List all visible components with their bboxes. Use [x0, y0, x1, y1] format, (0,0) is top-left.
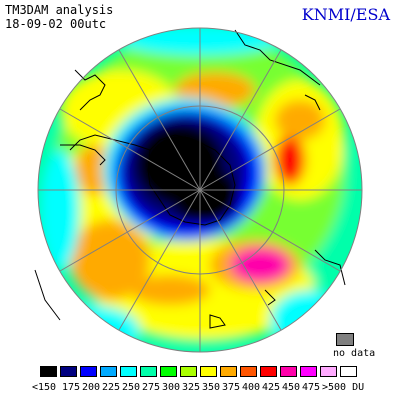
analysis-date: 18-09-02 00utc [5, 17, 107, 31]
legend-swatch [260, 366, 277, 377]
legend-tick: 325 [182, 382, 201, 393]
legend-swatch [160, 366, 177, 377]
legend-swatch [280, 366, 297, 377]
legend-tick: <150 [32, 382, 57, 393]
legend-swatch [120, 366, 137, 377]
legend-swatch [100, 366, 117, 377]
title-block: TM3DAM analysis 18-09-02 00utc [5, 3, 113, 31]
legend-swatch [220, 366, 237, 377]
nodata-label: no data [333, 348, 376, 359]
legend-swatch [240, 366, 257, 377]
legend-tick: 300 [162, 382, 181, 393]
legend-tick: 450 [282, 382, 301, 393]
nodata-swatch [336, 333, 354, 346]
graticule [37, 27, 363, 353]
legend-tick: 350 [202, 382, 221, 393]
legend-swatch [300, 366, 317, 377]
legend-swatch [320, 366, 337, 377]
legend-swatch [80, 366, 97, 377]
legend-swatch [200, 366, 217, 377]
legend-tick: 375 [222, 382, 241, 393]
brand-label: KNMI/ESA [301, 5, 390, 24]
coastlines [34, 29, 346, 329]
legend-tick: 250 [122, 382, 141, 393]
legend-tick: 400 [242, 382, 261, 393]
legend-tick: 200 [82, 382, 101, 393]
legend-swatch [340, 366, 357, 377]
legend-tick: 475 [302, 382, 321, 393]
legend-tick: 275 [142, 382, 161, 393]
product-title: TM3DAM analysis [5, 3, 114, 17]
legend-tick: 225 [102, 382, 121, 393]
legend-swatch [60, 366, 77, 377]
legend-swatch [140, 366, 157, 377]
legend-tick: >500 DU [322, 382, 365, 393]
legend-tick: 425 [262, 382, 281, 393]
legend-swatch [180, 366, 197, 377]
legend-swatch [40, 366, 57, 377]
legend-tick: 175 [62, 382, 81, 393]
